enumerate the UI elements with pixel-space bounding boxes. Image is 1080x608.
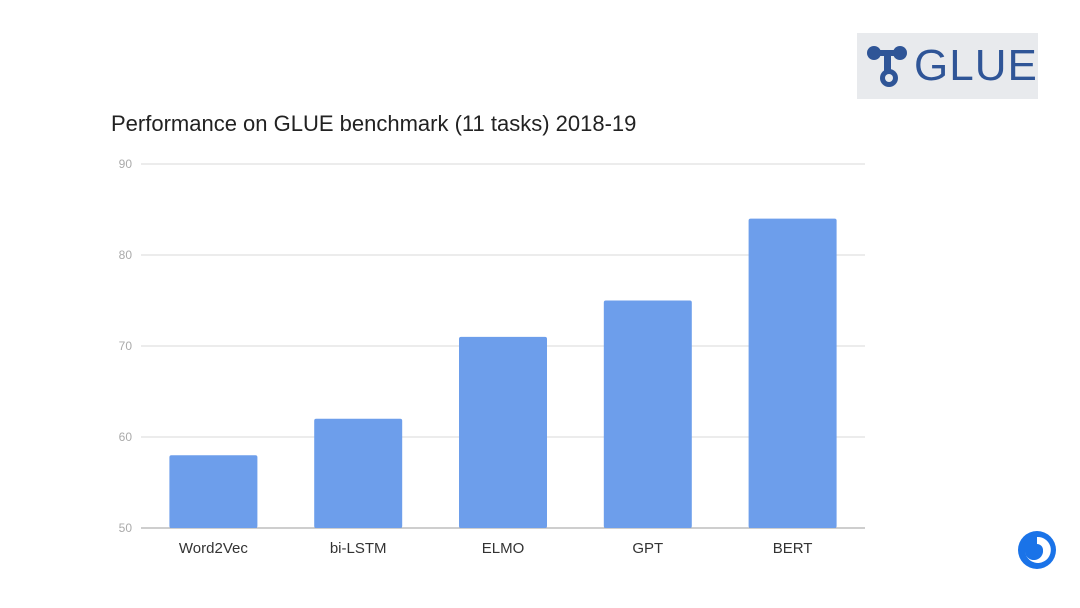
y-tick-label: 50: [119, 521, 133, 535]
glue-logo: GLUE: [857, 33, 1038, 99]
x-tick-label: ELMO: [482, 540, 525, 557]
y-tick-label: 80: [119, 248, 133, 262]
glue-logo-text: GLUE: [914, 41, 1038, 90]
glue-network-icon: [867, 46, 907, 87]
x-tick-label: Word2Vec: [179, 540, 248, 557]
bar-bert: [748, 218, 837, 528]
x-tick-label: BERT: [773, 540, 813, 557]
corner-brand-icon: [1018, 531, 1056, 569]
y-tick-label: 70: [119, 339, 133, 353]
bar-elmo: [459, 336, 547, 528]
chart-title: Performance on GLUE benchmark (11 tasks)…: [111, 111, 637, 136]
x-tick-label: GPT: [632, 540, 663, 557]
bar-gpt: [603, 300, 692, 528]
y-tick-label: 90: [119, 157, 133, 171]
bar-bi-lstm: [314, 418, 403, 528]
x-tick-label: bi-LSTM: [330, 540, 387, 557]
bar-word2vec: [169, 455, 258, 528]
y-tick-label: 60: [119, 430, 133, 444]
